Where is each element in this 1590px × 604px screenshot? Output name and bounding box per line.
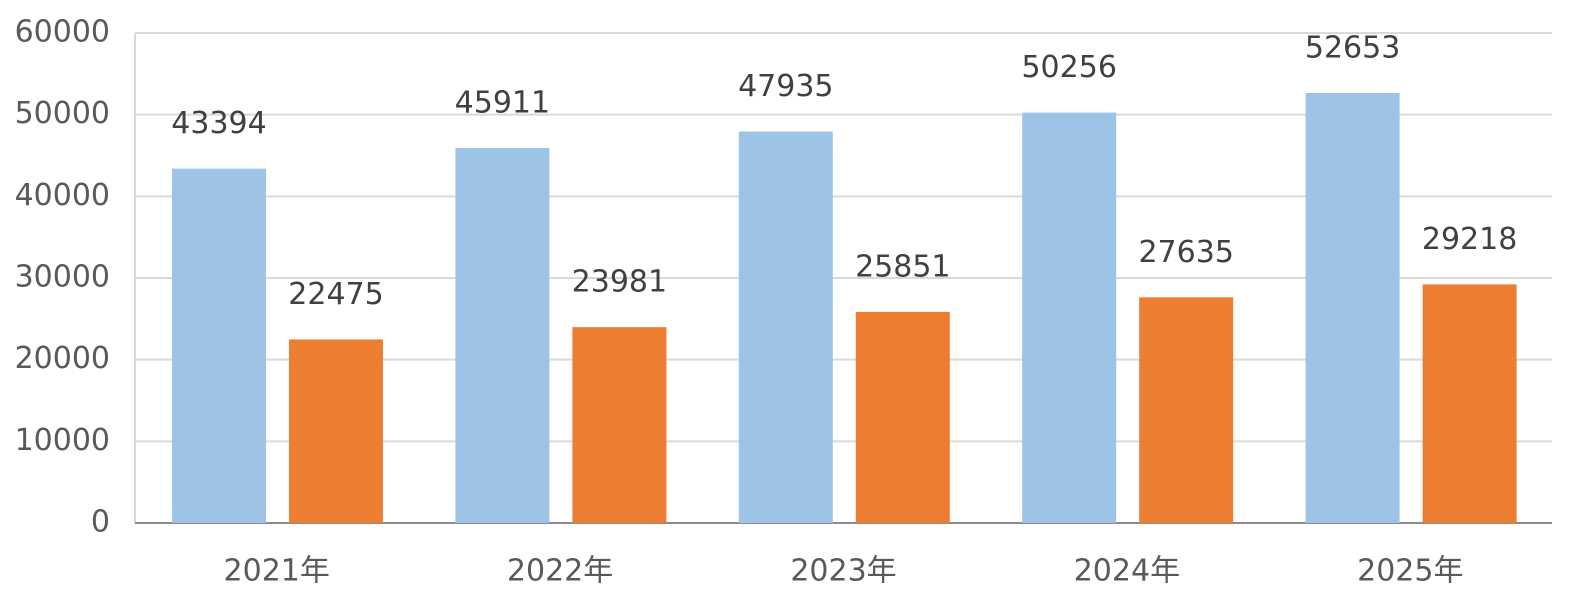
y-tick-label: 0 [91,505,110,540]
y-tick-label: 40000 [15,178,110,213]
bar [1022,112,1117,524]
bar [572,327,667,523]
y-tick-label: 30000 [15,260,110,295]
y-tick-label: 60000 [15,15,110,50]
data-label: 45911 [455,86,550,121]
x-tick-label: 2025年 [1357,554,1463,589]
y-tick-label: 20000 [15,341,110,376]
x-tick-label: 2023年 [790,554,896,589]
x-tick-label: 2022年 [507,554,613,589]
bar [172,168,266,523]
x-tick-label: 2024年 [1074,554,1180,589]
y-tick-label: 10000 [15,423,110,458]
data-label: 22475 [288,277,383,312]
data-label: 27635 [1138,235,1233,270]
data-label: 47935 [738,69,833,104]
data-label: 52653 [1305,31,1400,66]
bar [1305,93,1400,524]
bar [455,148,550,523]
bar [855,311,950,523]
data-label: 29218 [1422,222,1517,257]
bar [289,339,383,523]
bar [1139,297,1234,523]
y-tick-label: 50000 [15,96,110,131]
data-label: 43394 [171,106,266,141]
x-tick-label: 2021年 [224,554,330,589]
data-label: 50256 [1021,50,1116,85]
bar [1422,284,1517,523]
bar [738,131,833,524]
data-label: 25851 [855,249,950,284]
data-label: 23981 [572,265,667,300]
